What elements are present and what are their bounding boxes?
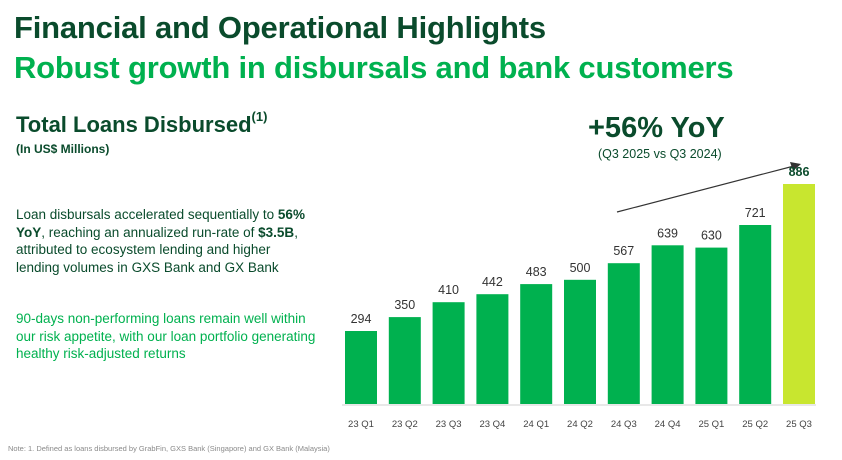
category-label-25-q1: 25 Q1 <box>698 419 724 430</box>
section-title-text: Total Loans Disbursed <box>16 112 252 137</box>
section-title: Total Loans Disbursed(1) <box>16 109 268 138</box>
para1-text-c: , reaching an annualized run-rate of <box>41 224 259 240</box>
bar-23-q2 <box>388 317 421 404</box>
bar-24-q3 <box>607 263 640 404</box>
trend-arrow-line <box>616 165 795 213</box>
para1-highlight-runrate: $3.5B <box>258 224 295 240</box>
bar-25-q2 <box>739 225 772 404</box>
disbursal-paragraph: Loan disbursals accelerated sequentially… <box>16 206 316 276</box>
page-title: Financial and Operational Highlights <box>14 10 546 45</box>
category-label-23-q1: 23 Q1 <box>348 419 374 430</box>
trend-arrow-head <box>790 162 801 171</box>
value-label-23-q2: 350 <box>394 298 415 312</box>
value-label-24-q2: 500 <box>570 261 591 275</box>
bar-23-q3 <box>432 302 465 404</box>
growth-headline: +56% YoY <box>588 112 725 144</box>
category-label-24-q1: 24 Q1 <box>523 419 549 430</box>
footnote: Note: 1. Defined as loans disbursed by G… <box>8 444 330 453</box>
bar-23-q4 <box>476 294 509 404</box>
value-label-23-q3: 410 <box>438 283 459 297</box>
para1-highlight-yoy: 56% YoY <box>16 207 305 240</box>
value-label-23-q4: 442 <box>482 275 503 289</box>
bar-24-q1 <box>520 284 553 404</box>
category-labels-group: 23 Q1 23 Q2 23 Q3 23 Q4 24 Q1 24 Q2 24 Q3 24 Q4… <box>348 419 812 430</box>
category-label-25-q2: 25 Q2 <box>742 419 768 430</box>
category-label-24-q4: 24 Q4 <box>655 419 681 430</box>
bar-25-q3 <box>783 184 815 404</box>
value-labels-group: 294 350 410 442 483 500 567 639 630 721 886 <box>351 165 810 326</box>
value-label-25-q2: 721 <box>745 206 766 220</box>
category-label-24-q2: 24 Q2 <box>567 419 593 430</box>
bar-23-q1 <box>345 331 377 404</box>
footnote-marker: (1) <box>251 109 268 124</box>
value-label-25-q3: 886 <box>789 165 810 179</box>
page-subtitle: Robust growth in disbursals and bank cus… <box>14 50 734 85</box>
bar-25-q1 <box>695 247 728 404</box>
para1-text-e: , attributed to ecosystem lending and hi… <box>16 224 298 275</box>
category-label-24-q3: 24 Q3 <box>611 419 637 430</box>
bar-24-q2 <box>564 279 596 404</box>
units-label: (In US$ Millions) <box>16 142 110 156</box>
bar-24-q4 <box>651 245 684 404</box>
value-label-24-q3: 567 <box>613 244 634 258</box>
value-label-24-q4: 639 <box>657 226 678 240</box>
category-label-23-q2: 23 Q2 <box>392 419 418 430</box>
value-label-23-q1: 294 <box>351 312 372 326</box>
category-label-25-q3: 25 Q3 <box>786 419 812 430</box>
value-label-25-q1: 630 <box>701 229 722 243</box>
bars-group <box>345 184 815 404</box>
category-label-23-q3: 23 Q3 <box>436 419 462 430</box>
category-label-23-q4: 23 Q4 <box>479 419 505 430</box>
growth-comparison: (Q3 2025 vs Q3 2024) <box>598 147 722 161</box>
npl-paragraph: 90-days non-performing loans remain well… <box>16 311 316 361</box>
value-label-24-q1: 483 <box>526 265 547 279</box>
para1-text-a: Loan disbursals accelerated sequentially… <box>16 207 278 222</box>
